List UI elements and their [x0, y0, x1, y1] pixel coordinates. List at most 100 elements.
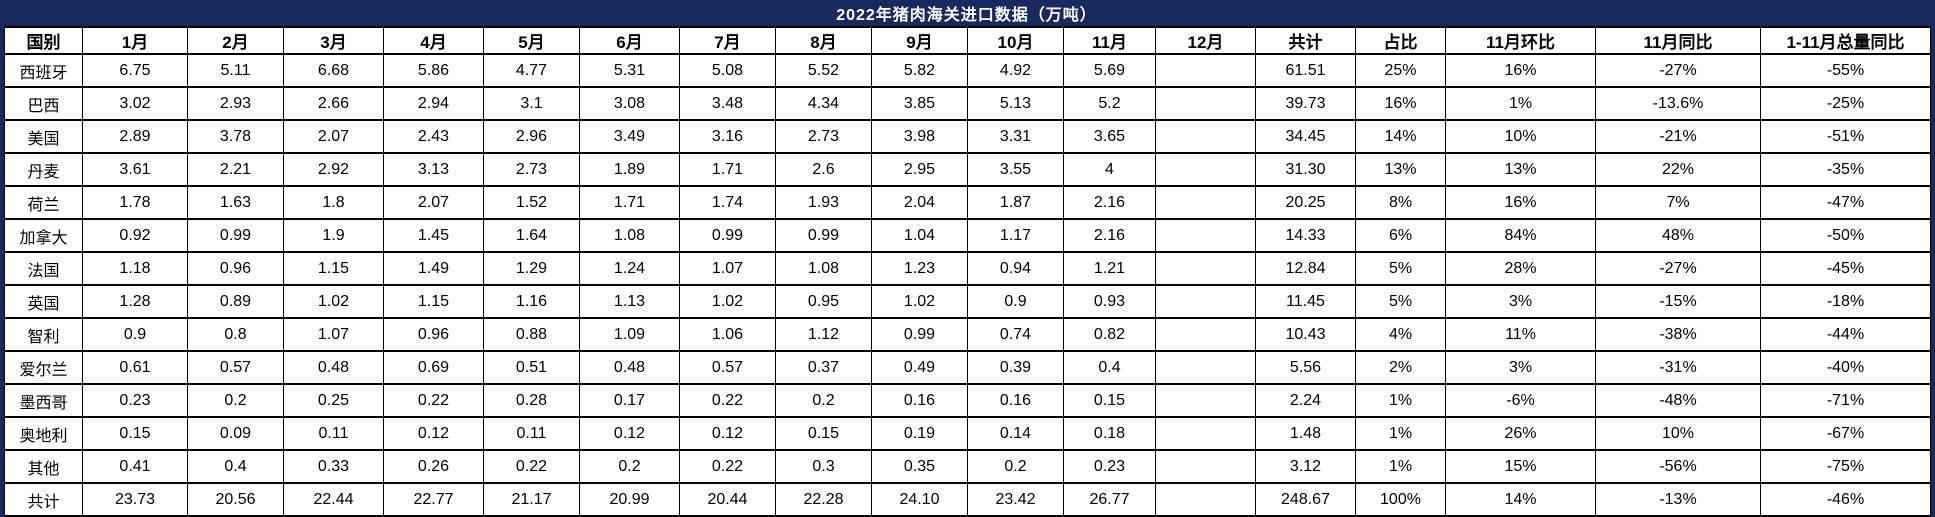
- value-cell: 0.3: [775, 449, 872, 484]
- value-cell: 14%: [1355, 119, 1446, 154]
- value-cell: 61.51: [1255, 53, 1356, 88]
- value-cell: -18%: [1760, 284, 1931, 319]
- value-cell: [1155, 86, 1256, 121]
- value-cell: -51%: [1760, 119, 1931, 154]
- value-cell: 2.73: [775, 119, 872, 154]
- value-cell: 5.56: [1255, 350, 1356, 385]
- column-header: 6月: [579, 26, 680, 55]
- value-cell: 10%: [1445, 119, 1596, 154]
- value-cell: 0.2: [967, 449, 1064, 484]
- value-cell: 0.99: [679, 218, 776, 253]
- value-cell: 1.9: [283, 218, 384, 253]
- column-header: 1月: [82, 26, 188, 55]
- value-cell: 0.48: [579, 350, 680, 385]
- value-cell: 1.18: [82, 251, 188, 286]
- country-cell: 巴西: [4, 86, 83, 121]
- value-cell: 0.88: [483, 317, 580, 352]
- value-cell: 20.44: [679, 482, 776, 517]
- value-cell: 20.56: [187, 482, 284, 517]
- value-cell: 22.44: [283, 482, 384, 517]
- value-cell: 3.08: [579, 86, 680, 121]
- table-row: 墨西哥 0.23 0.2 0.25 0.22 0.28 0.17 0.22 0.2 0.16 0.1…: [4, 383, 1931, 418]
- value-cell: -6%: [1445, 383, 1596, 418]
- value-cell: -48%: [1595, 383, 1761, 418]
- value-cell: 3.48: [679, 86, 776, 121]
- value-cell: 1.12: [775, 317, 872, 352]
- value-cell: 25%: [1355, 53, 1446, 88]
- value-cell: -13.6%: [1595, 86, 1761, 121]
- value-cell: [1155, 284, 1256, 319]
- table-row: 共计 23.73 20.56 22.44 22.77 21.17 20.99 20.44 22.…: [4, 482, 1931, 517]
- value-cell: 4.92: [967, 53, 1064, 88]
- country-cell: 其他: [4, 449, 83, 484]
- value-cell: 11%: [1445, 317, 1596, 352]
- value-cell: 0.41: [82, 449, 188, 484]
- value-cell: 0.37: [775, 350, 872, 385]
- value-cell: 5.08: [679, 53, 776, 88]
- value-cell: 2.24: [1255, 383, 1356, 418]
- value-cell: 11.45: [1255, 284, 1356, 319]
- value-cell: 0.48: [283, 350, 384, 385]
- value-cell: 2.93: [187, 86, 284, 121]
- country-cell: 共计: [4, 482, 83, 517]
- value-cell: 0.12: [383, 416, 484, 451]
- table-row: 丹麦 3.61 2.21 2.92 3.13 2.73 1.89 1.71 2.6 2.95 3.5…: [4, 152, 1931, 187]
- value-cell: 1.28: [82, 284, 188, 319]
- value-cell: 16%: [1445, 53, 1596, 88]
- column-header: 10月: [967, 26, 1064, 55]
- value-cell: 14%: [1445, 482, 1596, 517]
- value-cell: 3.1: [483, 86, 580, 121]
- value-cell: 0.16: [871, 383, 968, 418]
- value-cell: -35%: [1760, 152, 1931, 187]
- value-cell: 16%: [1445, 185, 1596, 220]
- value-cell: 3.61: [82, 152, 188, 187]
- value-cell: 5.69: [1063, 53, 1156, 88]
- value-cell: 1.13: [579, 284, 680, 319]
- value-cell: 1.15: [283, 251, 384, 286]
- table-title: 2022年猪肉海关进口数据（万吨）: [4, 0, 1929, 26]
- table-row: 爱尔兰 0.61 0.57 0.48 0.69 0.51 0.48 0.57 0.37 0.49 0…: [4, 350, 1931, 385]
- country-cell: 英国: [4, 284, 83, 319]
- table-row: 智利 0.9 0.8 1.07 0.96 0.88 1.09 1.06 1.12 0.99 0.74…: [4, 317, 1931, 352]
- value-cell: 1.63: [187, 185, 284, 220]
- value-cell: 23.42: [967, 482, 1064, 517]
- value-cell: 0.99: [187, 218, 284, 253]
- value-cell: 1.29: [483, 251, 580, 286]
- value-cell: 1.07: [283, 317, 384, 352]
- value-cell: 3.12: [1255, 449, 1356, 484]
- value-cell: 0.99: [871, 317, 968, 352]
- value-cell: 3.65: [1063, 119, 1156, 154]
- value-cell: -40%: [1760, 350, 1931, 385]
- value-cell: 0.96: [187, 251, 284, 286]
- table-row: 荷兰 1.78 1.63 1.8 2.07 1.52 1.71 1.74 1.93 2.04 1.8…: [4, 185, 1931, 220]
- value-cell: 4%: [1355, 317, 1446, 352]
- value-cell: 1.8: [283, 185, 384, 220]
- column-header: 5月: [483, 26, 580, 55]
- value-cell: 0.12: [579, 416, 680, 451]
- value-cell: 2.43: [383, 119, 484, 154]
- value-cell: 3.31: [967, 119, 1064, 154]
- value-cell: 0.25: [283, 383, 384, 418]
- value-cell: 0.57: [679, 350, 776, 385]
- value-cell: 1%: [1355, 383, 1446, 418]
- value-cell: [1155, 449, 1256, 484]
- value-cell: 0.22: [679, 383, 776, 418]
- table-row: 法国 1.18 0.96 1.15 1.49 1.29 1.24 1.07 1.08 1.23 0.…: [4, 251, 1931, 286]
- value-cell: -21%: [1595, 119, 1761, 154]
- column-header: 占比: [1355, 26, 1446, 55]
- value-cell: 0.74: [967, 317, 1064, 352]
- value-cell: -27%: [1595, 251, 1761, 286]
- value-cell: 5.13: [967, 86, 1064, 121]
- country-cell: 法国: [4, 251, 83, 286]
- value-cell: [1155, 251, 1256, 286]
- value-cell: 5%: [1355, 284, 1446, 319]
- header-row: 国别 1月 2月 3月 4月 5月 6月 7月 8月 9月 10月 11月 12月 共计 占比 11月环比 11…: [4, 26, 1931, 55]
- value-cell: 3.13: [383, 152, 484, 187]
- value-cell: 3.55: [967, 152, 1064, 187]
- value-cell: 22%: [1595, 152, 1761, 187]
- country-cell: 爱尔兰: [4, 350, 83, 385]
- value-cell: 0.93: [1063, 284, 1156, 319]
- value-cell: 0.4: [187, 449, 284, 484]
- value-cell: 84%: [1445, 218, 1596, 253]
- value-cell: 6.75: [82, 53, 188, 88]
